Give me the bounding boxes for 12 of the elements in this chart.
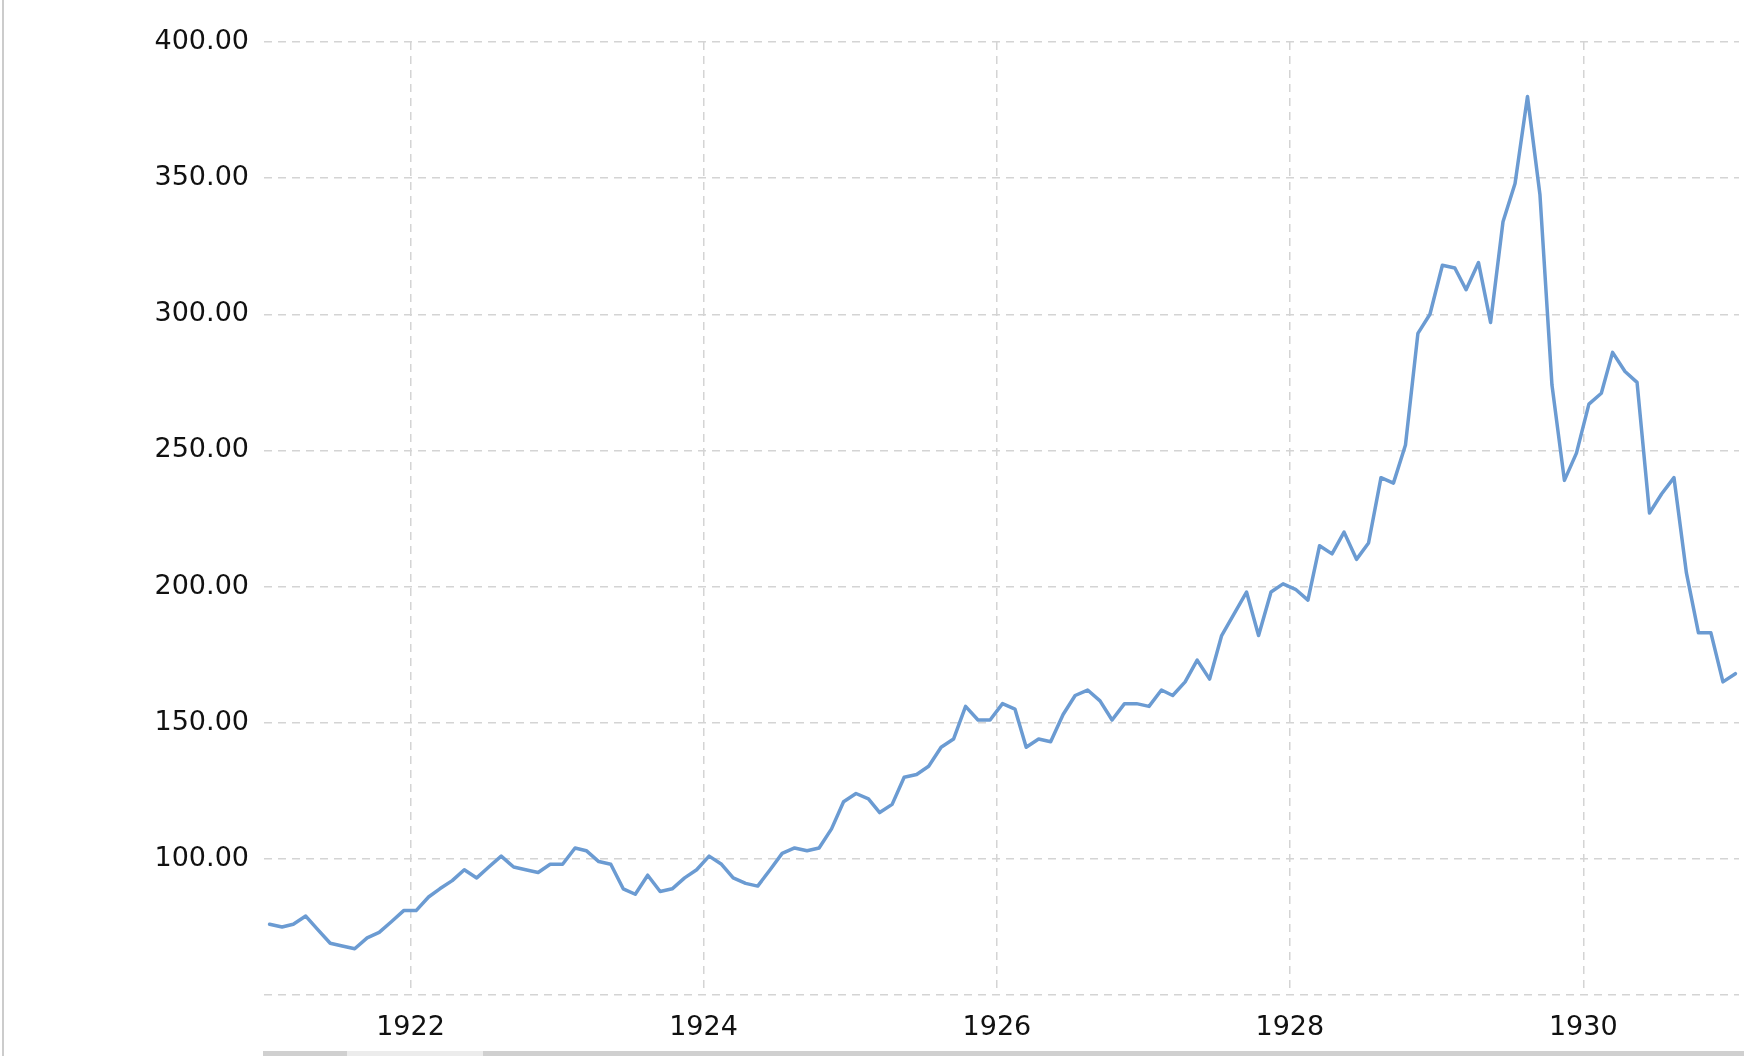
y-tick-label: 100.00 xyxy=(154,840,249,872)
x-tick-label: 1922 xyxy=(376,1010,445,1042)
x-tick-label: 1926 xyxy=(962,1010,1032,1042)
x-tick-label: 1930 xyxy=(1548,1010,1618,1042)
y-tick-label: 400.00 xyxy=(154,24,249,56)
y-tick-label: 350.00 xyxy=(154,160,249,192)
y-tick-label: 300.00 xyxy=(154,296,249,328)
y-tick-label: 250.00 xyxy=(154,432,249,464)
x-tick-label: 1928 xyxy=(1255,1010,1325,1042)
y-tick-label: 150.00 xyxy=(154,704,249,736)
x-tick-label: 1924 xyxy=(669,1010,738,1042)
y-tick-label: 200.00 xyxy=(154,568,249,600)
